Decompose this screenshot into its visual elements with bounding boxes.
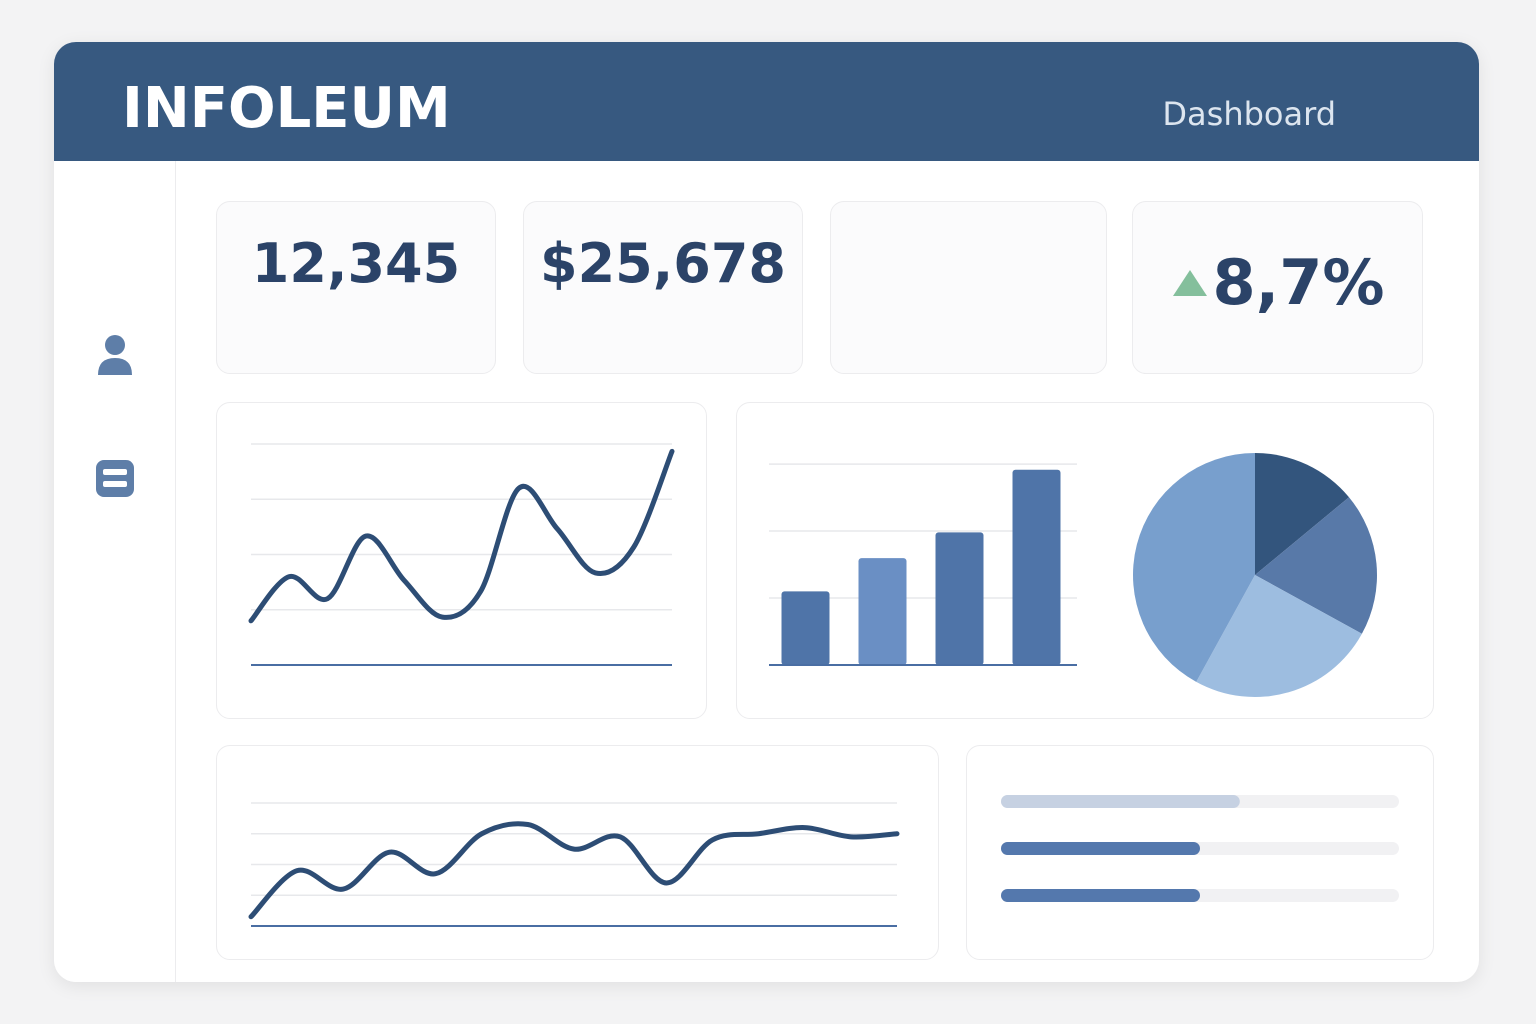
kpi-card-growth: 8,7% <box>1132 201 1423 374</box>
progress-fill <box>1001 842 1200 855</box>
kpi-value: 12,345 <box>251 232 461 295</box>
list-icon <box>96 460 134 497</box>
bar-chart <box>769 463 1077 666</box>
pie-slice <box>1255 497 1377 634</box>
sidebar-item-user[interactable] <box>95 333 135 375</box>
bar <box>1012 469 1061 665</box>
kpi-card-count: 12,345 <box>216 201 496 374</box>
kpi-card-empty <box>830 201 1107 374</box>
line-chart <box>248 443 675 666</box>
trend-line-chart <box>248 802 900 927</box>
progress-fill <box>1001 795 1240 808</box>
kpi-growth-row: 8,7% <box>1133 246 1422 320</box>
trend-chart-card <box>216 745 939 960</box>
bar <box>858 558 907 665</box>
pie-slice <box>1196 575 1362 697</box>
triangle-up-icon <box>1172 270 1207 296</box>
kpi-card-revenue: $25,678 <box>523 201 803 374</box>
line-chart-card <box>216 402 707 719</box>
sidebar <box>54 161 176 982</box>
progress-bars <box>1001 795 1399 902</box>
app-header: INFOLEUM Dashboard <box>54 42 1479 161</box>
kpi-value: $25,678 <box>540 232 786 295</box>
bar <box>781 591 830 665</box>
kpi-value: 8,7% <box>1212 246 1385 319</box>
brand-logo[interactable]: INFOLEUM <box>122 76 451 141</box>
user-icon <box>98 335 132 375</box>
bar-pie-card <box>736 402 1434 719</box>
progress-fill <box>1001 889 1200 902</box>
progress-card <box>966 745 1434 960</box>
pie-slice <box>1255 453 1350 575</box>
series-line <box>248 821 900 920</box>
nav-dashboard-link[interactable]: Dashboard <box>1162 95 1336 133</box>
pie-chart <box>1133 453 1377 697</box>
sidebar-item-list[interactable] <box>95 459 135 501</box>
pie-slice <box>1133 453 1255 682</box>
app-window: INFOLEUM Dashboard 12,345 $25,678 <box>54 42 1479 982</box>
bar <box>935 532 984 665</box>
series-line <box>248 448 675 624</box>
